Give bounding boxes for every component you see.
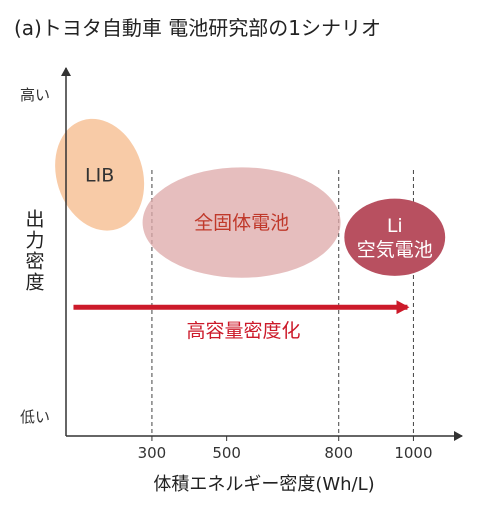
x-tick-label-300: 300 bbox=[138, 444, 167, 462]
y-axis-label: 密 bbox=[25, 251, 44, 273]
region-label-li-air: Li bbox=[387, 215, 403, 237]
x-tick-label-800: 800 bbox=[324, 444, 353, 462]
x-tick-label-500: 500 bbox=[212, 444, 241, 462]
y-low-label: 低い bbox=[20, 408, 50, 426]
region-label-li-air: 空気電池 bbox=[357, 239, 433, 261]
y-axis-label: 度 bbox=[25, 272, 44, 294]
region-label-lib: LIB bbox=[85, 164, 114, 186]
capacity-arrow-label: 高容量密度化 bbox=[186, 320, 300, 342]
chart-title: (a)トヨタ自動車 電池研究部の1シナリオ bbox=[14, 16, 381, 40]
y-axis-label: 出 bbox=[25, 209, 44, 231]
x-axis-label: 体積エネルギー密度(Wh/L) bbox=[153, 474, 374, 495]
region-lib bbox=[55, 118, 145, 231]
region-li-air bbox=[344, 198, 446, 276]
region-label-all-solid-state: 全固体電池 bbox=[194, 212, 289, 234]
y-axis-label: 力 bbox=[25, 230, 44, 252]
x-tick-label-1000: 1000 bbox=[394, 444, 432, 462]
y-high-label: 高い bbox=[20, 86, 50, 104]
region-all-solid-state bbox=[142, 167, 341, 278]
